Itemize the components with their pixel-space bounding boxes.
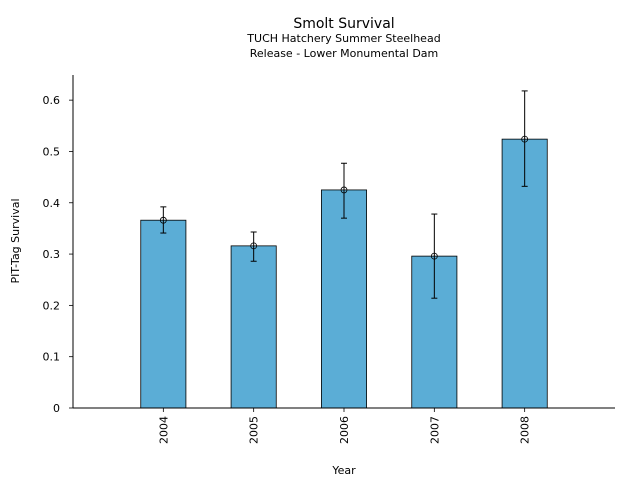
x-axis-label: Year <box>331 464 356 477</box>
data-point-marker-2005 <box>250 242 258 250</box>
x-tick-label-2006: 2006 <box>338 416 351 444</box>
data-point-marker-2007 <box>430 252 438 260</box>
y-tick-label-3: 0.3 <box>43 248 61 261</box>
x-tick-label-2007: 2007 <box>428 416 441 444</box>
y-tick-label-2: 0.2 <box>43 299 61 312</box>
y-tick-label-4: 0.4 <box>43 197 61 210</box>
chart-subtitle-line-2: Release - Lower Monumental Dam <box>250 47 439 60</box>
bar-2006 <box>321 189 367 409</box>
chart-title: Smolt Survival <box>293 16 394 32</box>
data-point-marker-2008 <box>521 135 529 143</box>
x-tick-label-2004: 2004 <box>157 416 170 444</box>
chart-subtitle-line-1: TUCH Hatchery Summer Steelhead <box>246 32 440 45</box>
y-tick-label-1: 0.1 <box>43 351 61 364</box>
x-tick-label-2008: 2008 <box>519 416 532 444</box>
y-tick-label-0: 0 <box>53 402 60 415</box>
data-point-marker-2004 <box>159 216 167 224</box>
bar-2005 <box>230 245 277 409</box>
y-tick-label-6: 0.6 <box>43 94 61 107</box>
bar-2004 <box>140 219 187 409</box>
x-tick-label-2005: 2005 <box>248 416 261 444</box>
y-axis-label: PIT-Tag Survival <box>9 198 22 283</box>
y-tick-label-5: 0.5 <box>43 145 61 158</box>
data-point-marker-2006 <box>340 186 348 194</box>
